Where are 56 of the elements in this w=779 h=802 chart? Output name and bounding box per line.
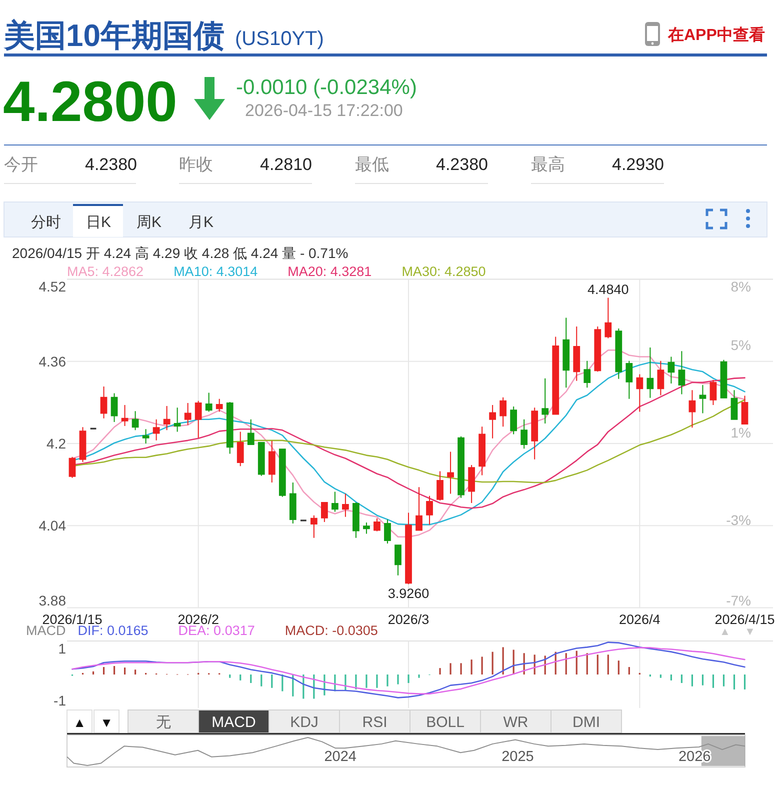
line-series [72,647,746,694]
text: 4.2810 [260,155,312,174]
text: MA10: 4.3014 [174,264,258,279]
annotation: 3.9260 [388,586,430,602]
text: 4.2930 [612,155,664,174]
y-tick-label: 4.04 [38,518,66,534]
y-tick-label: 4.2 [46,436,66,452]
x-tick-label: 2026/4 [619,612,661,627]
text: 月K [188,214,214,231]
text: 昨收 [179,155,213,174]
text: (US10YT) [235,28,324,50]
text: ▲ [720,626,730,638]
text: MACD [212,714,256,731]
x-tick-label: 2026/4/15 [714,612,775,627]
text: ▲ [73,715,86,730]
text: 日K [86,214,112,231]
text: MA30: 4.2850 [402,264,486,279]
text: 最低 [355,155,389,174]
text: 美国10年期国债 [3,18,224,53]
x-tick-label: 2026 [678,749,711,765]
y2-tick-label: -7% [726,592,751,609]
text: 今开 [4,155,38,174]
text: DMI [572,714,600,731]
text: BOLL [426,714,464,731]
text: MA20: 4.3281 [288,264,372,279]
text: 在APP中查看 [667,26,765,44]
text: RSI [362,714,388,731]
text: 无 [156,714,171,731]
text: MA5: 4.2862 [67,264,144,279]
text: KDJ [290,714,318,731]
y-tick-label: -1 [54,692,66,708]
text: -0.0010 (-0.0234%) [236,76,417,99]
text: MACD: -0.0305 [284,623,378,638]
text: 最高 [531,155,565,174]
y-tick-label: 1 [58,640,66,657]
text: ▼ [100,715,113,730]
x-tick-label: 2024 [324,749,356,765]
x-tick-label: 2026/3 [388,612,430,627]
y-tick-label: 4.36 [38,353,66,370]
text: 4.2380 [85,155,137,174]
y2-tick-label: 1% [730,424,751,441]
text: 2026/04/15 开 4.24 高 4.29 收 4.28 低 4.24 量 - 0.71% [12,245,348,261]
text: 周K [136,214,162,231]
text: WR [503,714,528,731]
y2-tick-label: 5% [730,336,751,353]
y-tick-label: 3.88 [38,592,66,609]
text: ▼ [744,626,756,638]
annotation: 4.4840 [588,282,629,297]
y2-tick-label: 8% [730,278,751,294]
x-tick-label: 2025 [502,749,534,765]
text: 4.2800 [3,70,178,134]
y-tick-label: 4.52 [38,278,66,294]
text: 分时 [31,214,61,231]
y2-tick-label: -3% [726,512,751,528]
text: 2026-04-15 17:22:00 [245,101,403,120]
text: 4.2380 [436,155,488,174]
